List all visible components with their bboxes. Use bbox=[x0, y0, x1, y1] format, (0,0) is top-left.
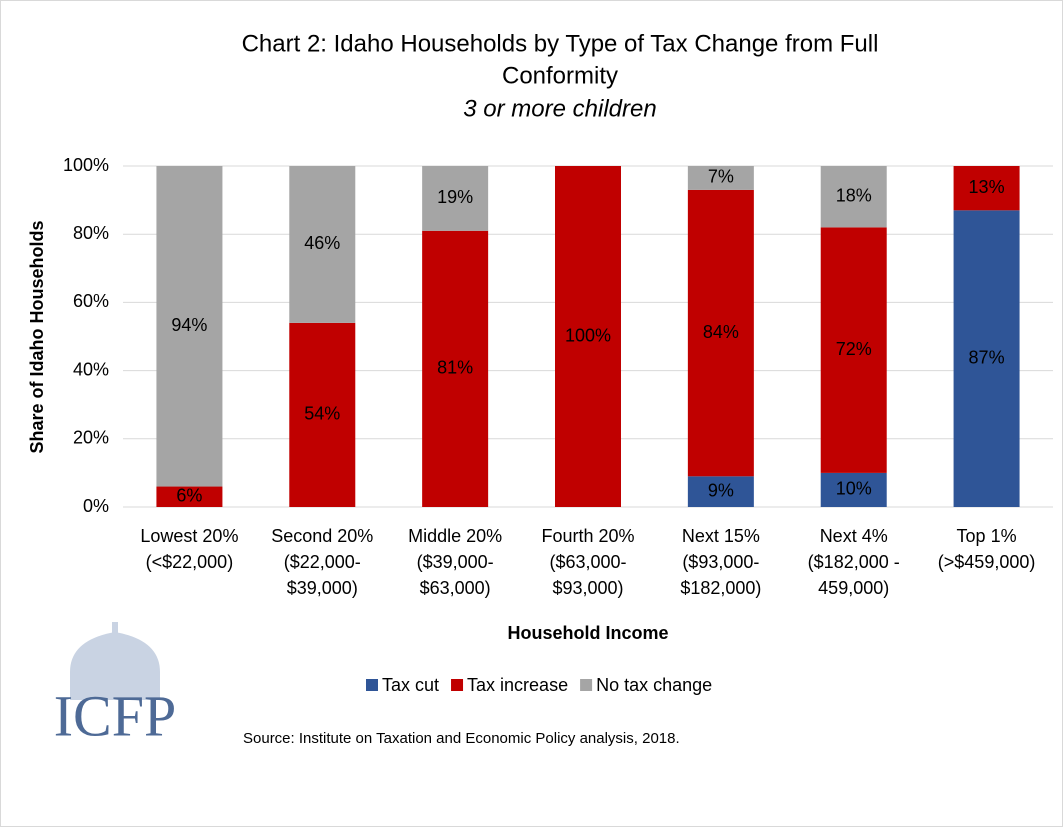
x-tick-label: 459,000) bbox=[818, 578, 889, 598]
bar-segment bbox=[687, 476, 754, 507]
x-tick-label: Lowest 20% bbox=[140, 526, 238, 546]
y-tick-label: 40% bbox=[73, 359, 109, 379]
bar-segment bbox=[422, 166, 489, 231]
bar-segment bbox=[820, 227, 887, 473]
data-label: 19% bbox=[437, 187, 473, 207]
data-label: 72% bbox=[836, 339, 872, 359]
data-label: 94% bbox=[171, 315, 207, 335]
x-tick-label: $63,000) bbox=[420, 578, 491, 598]
x-tick-label: Top 1% bbox=[957, 526, 1017, 546]
x-tick-label: Next 4% bbox=[820, 526, 888, 546]
x-tick-label: ($93,000- bbox=[682, 552, 759, 572]
x-tick-label: (<$22,000) bbox=[146, 552, 234, 572]
data-label: 84% bbox=[703, 322, 739, 342]
bar-segment bbox=[156, 166, 223, 487]
x-tick-label: $182,000) bbox=[680, 578, 761, 598]
bar-segment bbox=[820, 166, 887, 228]
data-label: 54% bbox=[304, 404, 340, 424]
data-label: 87% bbox=[969, 347, 1005, 367]
y-tick-label: 80% bbox=[73, 223, 109, 243]
bar-segment bbox=[422, 230, 489, 508]
x-tick-label: Second 20% bbox=[271, 526, 373, 546]
chart-title: Chart 2: Idaho Households by Type of Tax… bbox=[242, 30, 879, 57]
bar-segment bbox=[289, 166, 356, 323]
bar-segment bbox=[555, 166, 621, 507]
x-tick-label: $39,000) bbox=[287, 578, 358, 598]
x-tick-label: ($22,000- bbox=[284, 552, 361, 572]
y-tick-label: 100% bbox=[63, 155, 109, 175]
legend-swatch bbox=[451, 679, 464, 691]
bar-segment bbox=[687, 189, 754, 477]
y-tick-label: 0% bbox=[83, 496, 109, 516]
legend-label: Tax cut bbox=[382, 675, 439, 695]
data-label: 7% bbox=[708, 167, 734, 187]
data-label: 18% bbox=[836, 185, 872, 205]
logo-text: ICFP bbox=[54, 683, 177, 748]
logo-dome bbox=[70, 632, 160, 700]
bar-segment bbox=[156, 486, 223, 507]
legend-swatch bbox=[366, 679, 378, 691]
x-tick-label: (>$459,000) bbox=[938, 552, 1036, 572]
x-tick-label: ($182,000 - bbox=[808, 552, 900, 572]
y-tick-label: 60% bbox=[73, 291, 109, 311]
data-label: 81% bbox=[437, 358, 473, 378]
x-tick-label: Next 15% bbox=[682, 526, 760, 546]
source-note: Source: Institute on Taxation and Econom… bbox=[243, 730, 680, 747]
chart-subtitle: 3 or more children bbox=[463, 95, 656, 122]
logo: ICFP bbox=[54, 622, 177, 748]
x-axis-label: Household Income bbox=[507, 623, 668, 643]
logo-spire bbox=[112, 622, 118, 634]
x-tick-label: Fourth 20% bbox=[541, 526, 634, 546]
bar-segment bbox=[953, 210, 1020, 507]
y-tick-label: 20% bbox=[73, 428, 109, 448]
legend-label: Tax increase bbox=[467, 675, 568, 695]
data-label: 9% bbox=[708, 480, 734, 500]
chart-title: Conformity bbox=[502, 62, 618, 89]
bar-segment bbox=[820, 472, 887, 507]
data-label: 100% bbox=[565, 325, 611, 345]
data-label: 46% bbox=[304, 233, 340, 253]
y-axis-label: Share of Idaho Households bbox=[27, 220, 47, 453]
legend-swatch bbox=[580, 679, 593, 691]
x-tick-label: ($39,000- bbox=[417, 552, 494, 572]
data-label: 10% bbox=[836, 479, 872, 499]
data-label: 6% bbox=[176, 486, 202, 506]
legend-label: No tax change bbox=[596, 675, 712, 695]
bar-segment bbox=[687, 166, 754, 190]
bar-segment bbox=[289, 322, 356, 507]
x-tick-label: $93,000) bbox=[552, 578, 623, 598]
bar-segment bbox=[953, 166, 1020, 211]
x-tick-label: ($63,000- bbox=[549, 552, 626, 572]
data-label: 13% bbox=[969, 177, 1005, 197]
x-tick-label: Middle 20% bbox=[408, 526, 502, 546]
